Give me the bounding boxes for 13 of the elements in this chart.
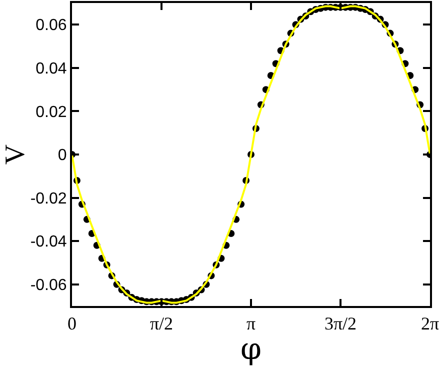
x-axis-title: φ [240, 332, 262, 367]
y-tick-label: 0 [58, 147, 67, 164]
x-tick-label: 3π/2 [324, 314, 357, 334]
x-tick-label: 2π [420, 314, 440, 334]
y-axis-title: V [0, 144, 31, 165]
y-tick-label: -0.06 [30, 276, 67, 294]
x-tick-label: π/2 [150, 314, 174, 334]
y-tick-label: 0.06 [36, 17, 67, 34]
y-tick-label: 0.04 [36, 60, 67, 78]
y-tick-label: -0.04 [30, 234, 67, 251]
y-tick-label: -0.02 [30, 190, 67, 208]
x-tick-label: π [246, 314, 256, 334]
y-tick-label: 0.02 [36, 104, 67, 121]
